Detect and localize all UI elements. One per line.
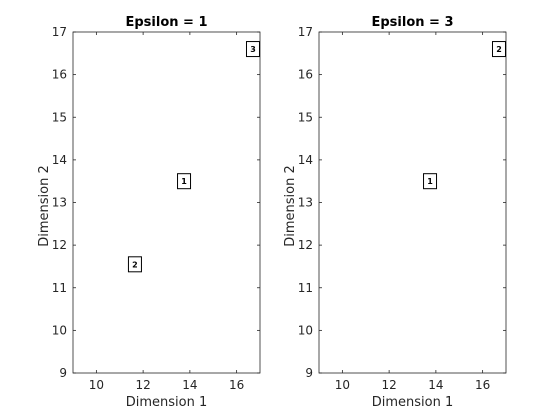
x-tick-label: 10 [89, 378, 104, 392]
subplot-title: Epsilon = 3 [371, 15, 453, 30]
x-tick-label: 12 [381, 378, 396, 392]
plot-area: 10 12 14 16 9 10 11 12 13 14 15 16 17 2 1 [298, 25, 507, 392]
x-tick-label: 16 [475, 378, 490, 392]
x-tick-label: 10 [335, 378, 350, 392]
x-axis-label: Dimension 1 [372, 395, 454, 410]
x-tick-label: 14 [182, 378, 197, 392]
axes-frame [72, 31, 261, 374]
cluster-label-box [127, 256, 142, 273]
y-axis-label: Dimension 2 [283, 165, 298, 247]
axes-frame [318, 31, 507, 374]
y-axis-label: Dimension 2 [37, 165, 52, 247]
y-tick-label: 11 [52, 281, 67, 295]
y-tick-label: 17 [52, 25, 67, 39]
y-tick-label: 14 [52, 153, 67, 167]
y-tick-label: 16 [298, 68, 313, 82]
y-tick-label: 10 [52, 323, 67, 337]
y-tick-label: 12 [298, 238, 313, 252]
cluster-label-box [423, 173, 438, 190]
cluster-label-box [177, 173, 192, 190]
y-tick-label: 12 [52, 238, 67, 252]
y-tick-label: 10 [298, 323, 313, 337]
x-tick-label: 16 [229, 378, 244, 392]
x-axis-label: Dimension 1 [126, 395, 208, 410]
y-tick-label: 9 [305, 366, 313, 380]
cluster-label-text: 2 [496, 45, 502, 54]
x-tick-label: 14 [428, 378, 443, 392]
y-tick-label: 13 [52, 196, 67, 210]
cluster-label: 3 [245, 41, 260, 58]
cluster-label-text: 1 [427, 177, 433, 186]
y-tick-label: 9 [59, 366, 67, 380]
cluster-label: 1 [177, 173, 192, 190]
y-tick-label: 16 [52, 68, 67, 82]
cluster-label-box [491, 41, 506, 58]
cluster-label: 2 [491, 41, 506, 58]
y-tick-label: 13 [298, 196, 313, 210]
cluster-label: 1 [423, 173, 438, 190]
cluster-label-box [245, 41, 260, 58]
y-tick-label: 11 [298, 281, 313, 295]
y-tick-label: 15 [52, 110, 67, 124]
cluster-label: 2 [127, 256, 142, 273]
y-tick-label: 15 [298, 110, 313, 124]
subplot-title: Epsilon = 1 [125, 15, 207, 30]
cluster-label-text: 3 [250, 45, 256, 54]
y-tick-label: 17 [298, 25, 313, 39]
x-tick-label: 12 [135, 378, 150, 392]
cluster-label-text: 1 [181, 177, 187, 186]
y-tick-label: 14 [298, 153, 313, 167]
cluster-label-text: 2 [132, 260, 138, 269]
